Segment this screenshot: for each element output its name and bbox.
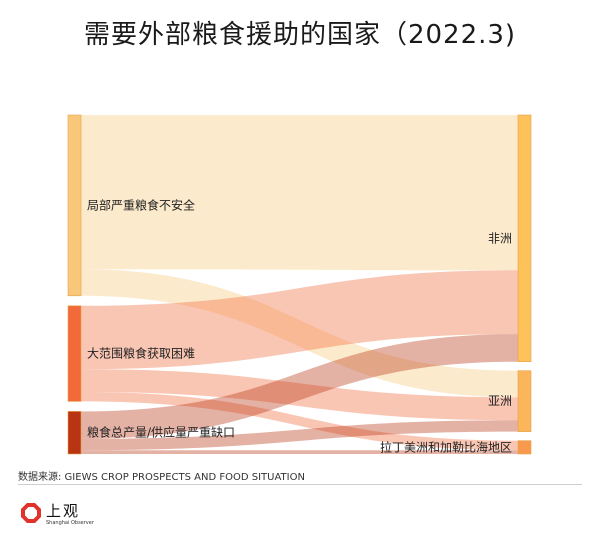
sankey-link xyxy=(81,334,518,439)
target-node-label: 非洲 xyxy=(488,231,512,245)
divider xyxy=(18,484,582,485)
source-node-label: 大范围粮食获取困难 xyxy=(87,346,195,361)
sankey-link xyxy=(81,270,518,370)
sankey-link xyxy=(81,269,518,398)
brand-logo: 上观 Shanghai Observer xyxy=(20,500,110,530)
sankey-link xyxy=(81,369,518,421)
sankey-link xyxy=(81,115,518,271)
target-node xyxy=(517,114,532,363)
sankey-link xyxy=(81,450,518,454)
logo-octagon-icon xyxy=(21,503,41,523)
target-node-label: 亚洲 xyxy=(488,394,512,408)
target-node xyxy=(517,370,532,432)
target-node xyxy=(517,440,532,455)
source-node-label: 局部严重粮食不安全 xyxy=(87,197,195,212)
data-source-note: 数据来源: GIEWS CROP PROSPECTS AND FOOD SITU… xyxy=(18,472,305,483)
logo-text: 上观 xyxy=(46,502,81,520)
source-node xyxy=(67,411,82,455)
source-node-label: 粮食总产量/供应量严重缺口 xyxy=(87,425,235,440)
sankey-link xyxy=(81,420,518,451)
source-node xyxy=(67,305,82,402)
sankey-link xyxy=(81,391,518,451)
logo-subtext: Shanghai Observer xyxy=(46,520,94,526)
target-node-label: 拉丁美洲和加勒比海地区 xyxy=(380,439,512,454)
chart-title: 需要外部粮食援助的国家（2022.3) xyxy=(83,20,517,50)
links xyxy=(81,115,518,454)
source-node xyxy=(67,114,82,297)
